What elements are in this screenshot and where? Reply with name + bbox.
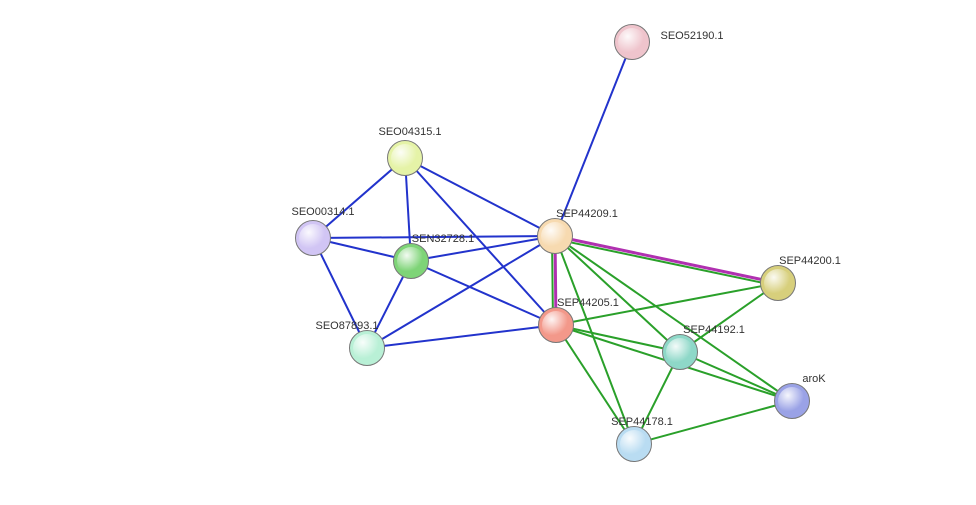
edge — [554, 239, 777, 286]
edge — [405, 158, 556, 325]
network-node[interactable] — [393, 243, 429, 279]
edge — [556, 283, 778, 325]
network-node[interactable] — [614, 24, 650, 60]
edge — [411, 261, 556, 325]
edge — [634, 401, 792, 444]
network-node[interactable] — [387, 140, 423, 176]
edge — [313, 236, 555, 238]
network-node[interactable] — [349, 330, 385, 366]
edge — [555, 42, 632, 236]
network-node[interactable] — [774, 383, 810, 419]
network-node[interactable] — [662, 334, 698, 370]
network-canvas: SEO52190.1SEO04315.1SEO00314.1SEN32728.1… — [0, 0, 976, 505]
edge — [405, 158, 555, 236]
network-node[interactable] — [760, 265, 796, 301]
edge — [367, 325, 556, 348]
network-node[interactable] — [295, 220, 331, 256]
network-node[interactable] — [616, 426, 652, 462]
edges-layer — [0, 0, 976, 505]
edge — [555, 236, 680, 352]
network-node[interactable] — [537, 218, 573, 254]
network-node[interactable] — [538, 307, 574, 343]
